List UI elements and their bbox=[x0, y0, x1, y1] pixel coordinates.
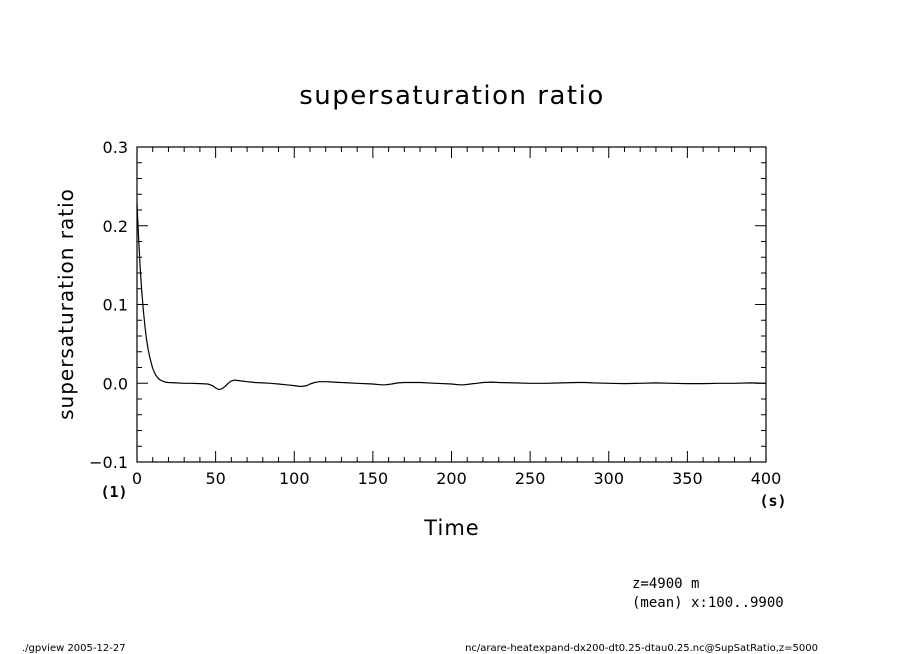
x-tick-label: 250 bbox=[515, 469, 546, 488]
y-tick-label: −0.1 bbox=[89, 453, 128, 472]
x-tick-label: 100 bbox=[279, 469, 310, 488]
x-tick-label: 350 bbox=[672, 469, 703, 488]
chart-title: supersaturation ratio bbox=[299, 81, 605, 111]
x-tick-label: 200 bbox=[436, 469, 467, 488]
x-tick-label: 50 bbox=[205, 469, 225, 488]
x-tick-label: 0 bbox=[132, 469, 142, 488]
x-unit-label: (s) bbox=[759, 492, 786, 510]
x-tick-labels: 0 50 100 150 200 250 300 350 400 bbox=[132, 469, 781, 488]
x-tick-label: 150 bbox=[358, 469, 389, 488]
mean-range-label: (mean) x:100..9900 bbox=[632, 595, 784, 611]
z-level-label: z=4900 m bbox=[632, 576, 699, 592]
y-axis-title: supersaturation ratio bbox=[54, 188, 78, 420]
y-tick-label: 0.2 bbox=[103, 217, 128, 236]
y-unit-label: (1) bbox=[100, 483, 127, 501]
footer-right: nc/arare-heatexpand-dx200-dt0.25-dtau0.2… bbox=[465, 643, 818, 654]
footer-left: ./gpview 2005-12-27 bbox=[22, 643, 126, 654]
y-tick-label: 0.3 bbox=[103, 138, 128, 157]
x-tick-label: 400 bbox=[751, 469, 782, 488]
series-line bbox=[136, 204, 767, 391]
y-tick-label: 0.1 bbox=[103, 296, 128, 315]
x-tick-label: 300 bbox=[593, 469, 624, 488]
axis-ticks bbox=[136, 146, 767, 463]
y-tick-labels: −0.1 0.0 0.1 0.2 0.3 bbox=[89, 138, 128, 472]
y-tick-label: 0.0 bbox=[103, 374, 128, 393]
plot-frame bbox=[136, 146, 767, 463]
x-axis-title: Time bbox=[423, 516, 479, 540]
